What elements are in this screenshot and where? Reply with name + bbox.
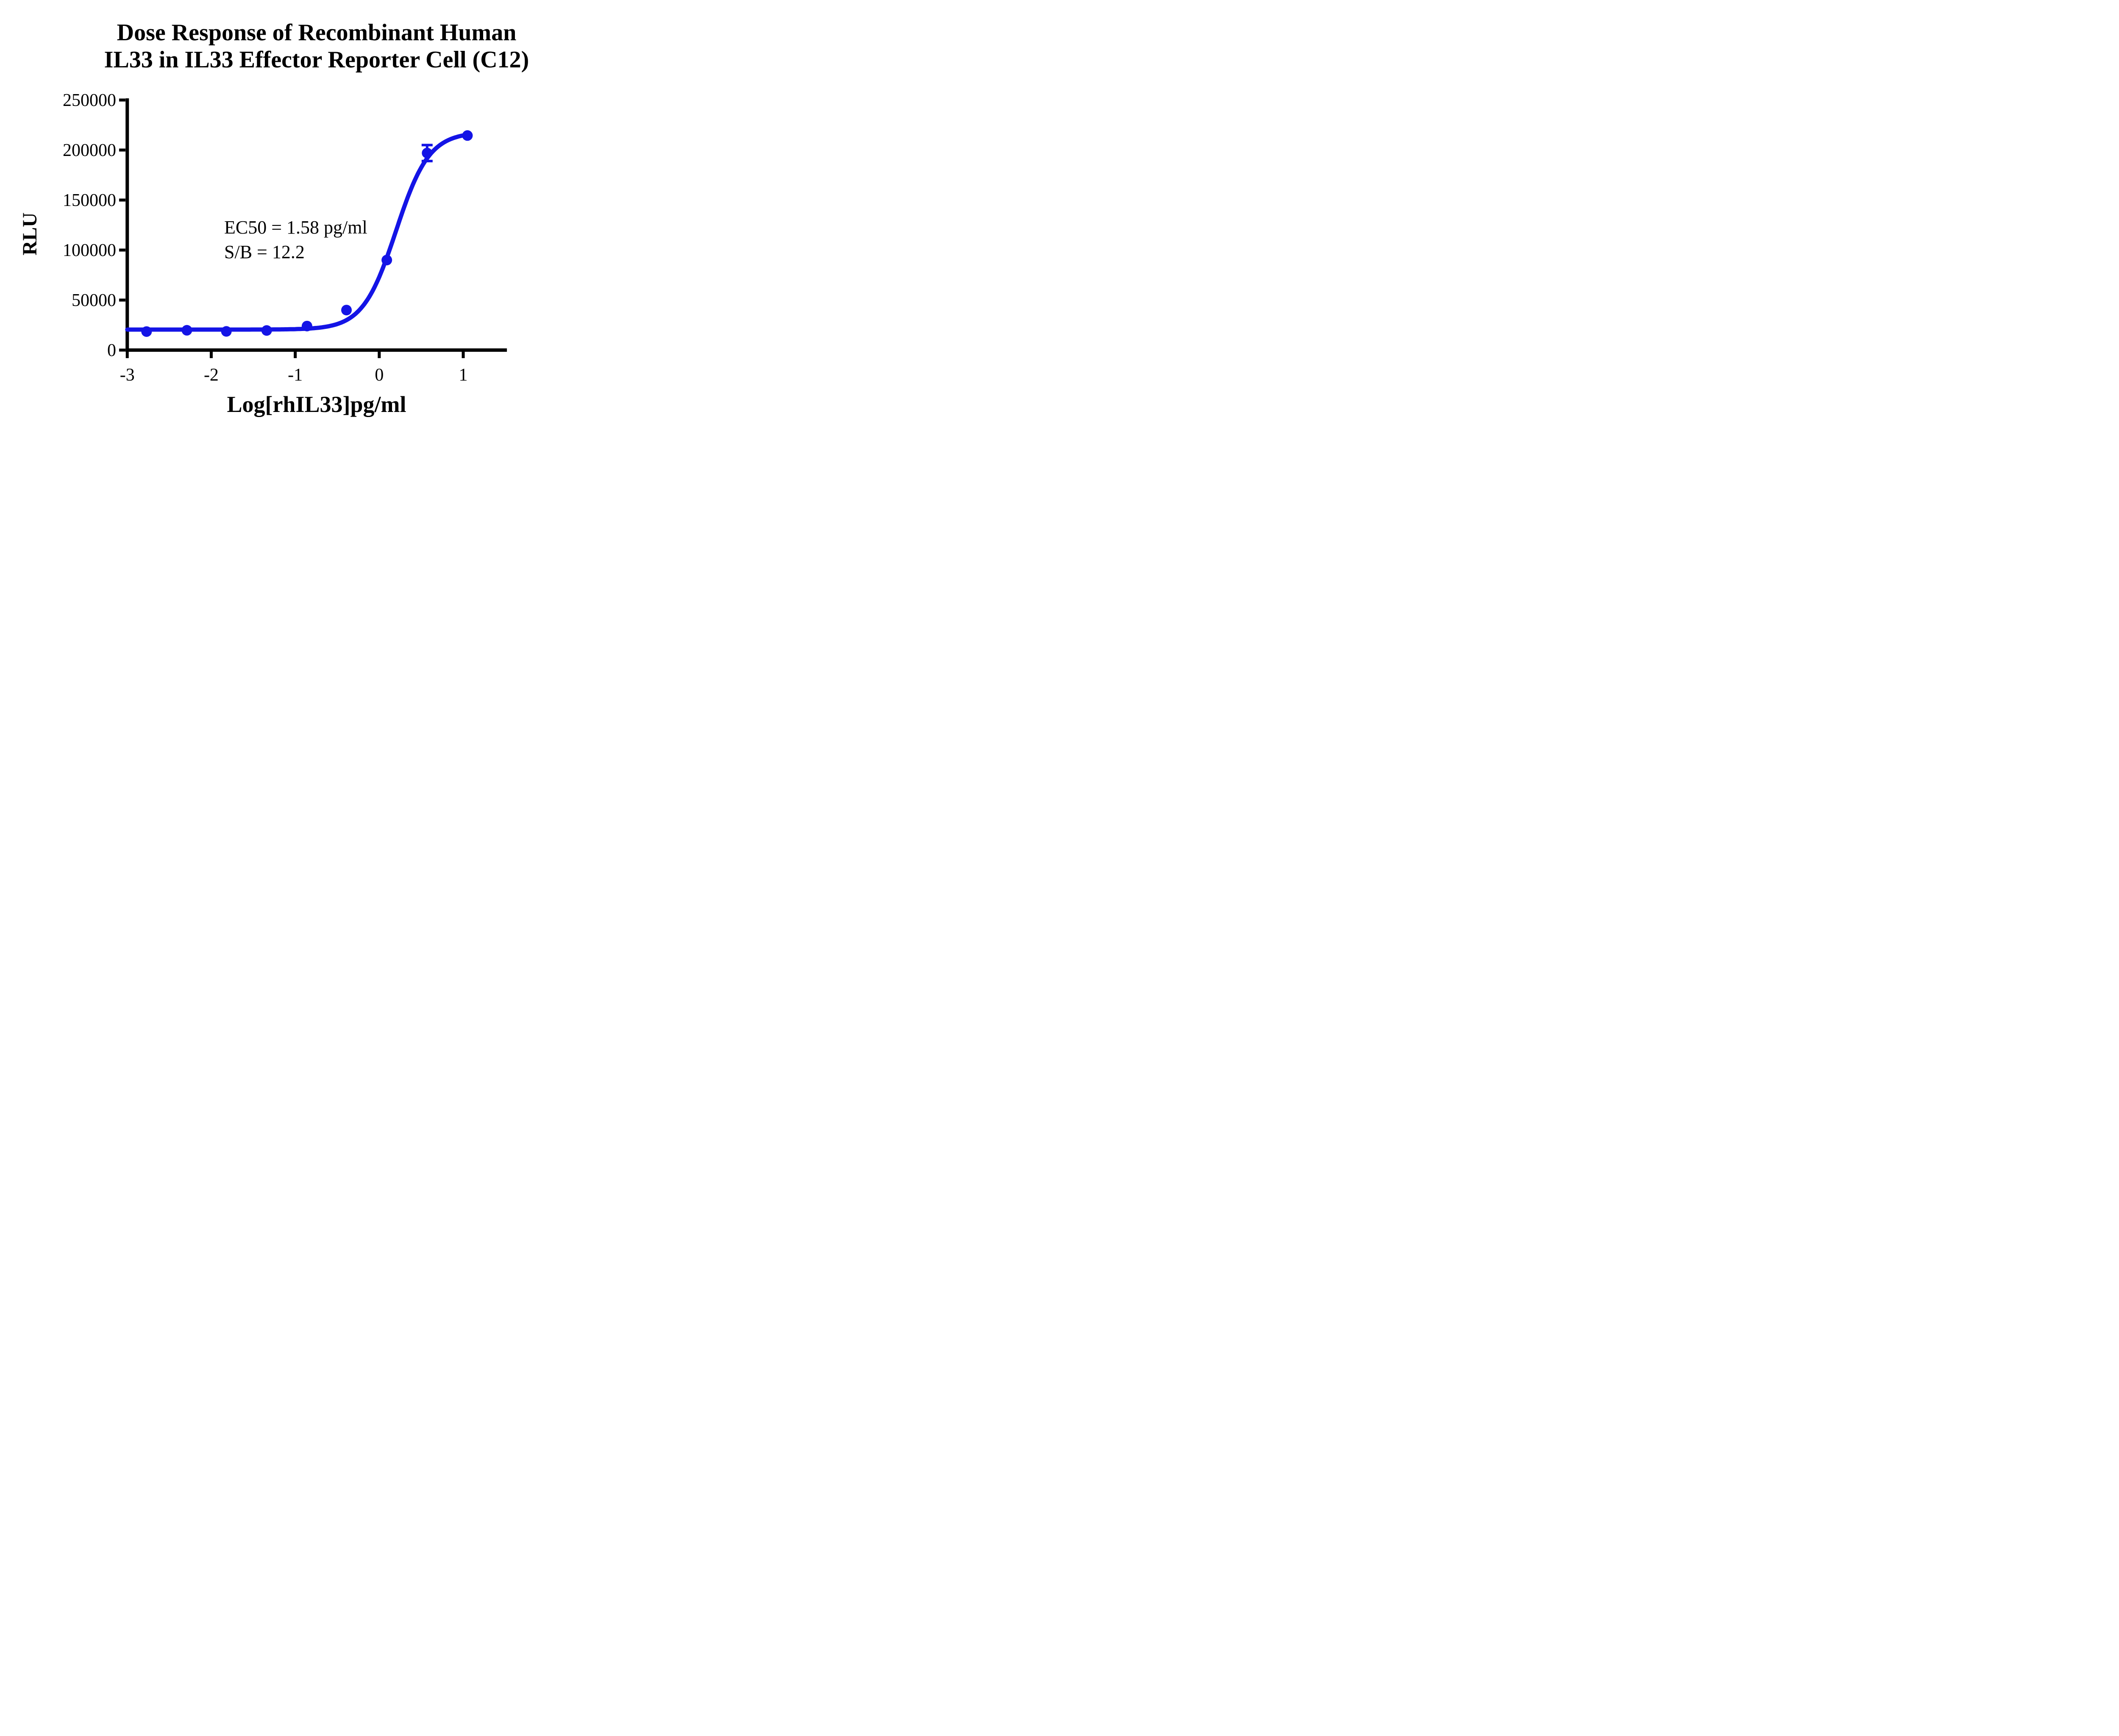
x-tick-label: -2 — [204, 365, 219, 385]
chart-title-line1: Dose Response of Recombinant Human — [117, 19, 517, 46]
x-tick-label: -3 — [120, 365, 135, 385]
y-tick — [119, 248, 125, 252]
x-tick — [294, 352, 297, 358]
y-tick-label: 0 — [107, 341, 116, 360]
y-tick-label: 200000 — [63, 141, 116, 160]
data-point — [181, 325, 192, 336]
data-point — [221, 326, 232, 337]
y-tick-label: 50000 — [72, 291, 116, 310]
x-tick — [125, 352, 129, 358]
x-tick-label: -1 — [288, 365, 303, 385]
x-tick — [378, 352, 381, 358]
x-axis-label: Log[rhIL33]pg/ml — [227, 392, 406, 417]
data-point — [301, 320, 312, 331]
annotation-ec50: EC50 = 1.58 pg/ml — [224, 217, 367, 238]
chart-title-line2: IL33 in IL33 Effector Reporter Cell (C12… — [104, 47, 529, 73]
x-axis-line — [125, 348, 507, 352]
y-tick — [119, 298, 125, 302]
annotation-sb: S/B = 12.2 — [224, 242, 305, 262]
data-point — [341, 305, 352, 316]
y-axis-line — [125, 98, 129, 352]
x-tick — [209, 352, 213, 358]
dose-response-chart: -3 -2 -1 0 1 0 50000 100000 150000 200000 250000 D… — [19, 19, 529, 417]
data-point — [422, 147, 433, 159]
y-tick — [119, 348, 125, 352]
y-tick-label: 100000 — [63, 241, 116, 260]
plot-layer: -3 -2 -1 0 1 0 50000 100000 150000 200000 250000 — [63, 91, 507, 385]
dose-response-figure: -3 -2 -1 0 1 0 50000 100000 150000 200000 250000 D… — [0, 0, 563, 434]
x-tick-label: 0 — [375, 365, 384, 385]
data-point — [462, 130, 473, 141]
y-tick — [119, 148, 125, 152]
x-tick — [462, 352, 465, 358]
data-point — [141, 326, 152, 337]
x-tick-label: 1 — [459, 365, 468, 385]
y-tick — [119, 98, 125, 102]
data-point — [381, 255, 392, 266]
y-tick — [119, 198, 125, 202]
y-axis-label: RLU — [19, 212, 41, 255]
data-point — [261, 325, 272, 336]
y-tick-label: 150000 — [63, 191, 116, 210]
y-tick-label: 250000 — [63, 91, 116, 110]
